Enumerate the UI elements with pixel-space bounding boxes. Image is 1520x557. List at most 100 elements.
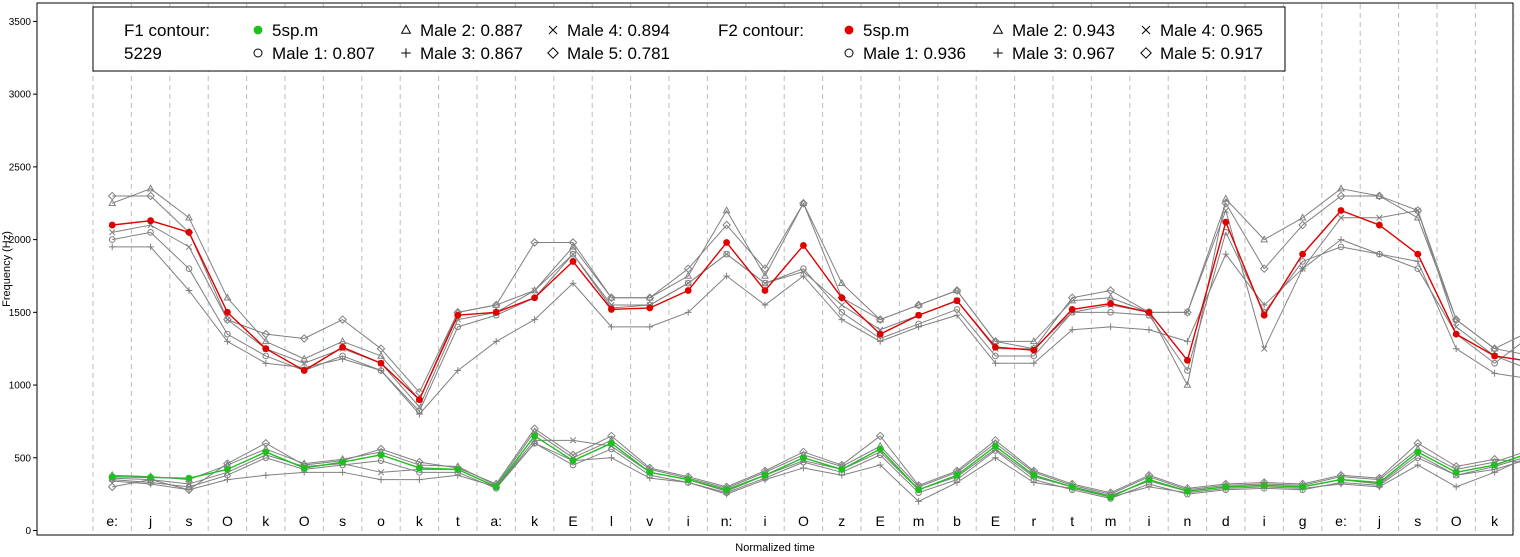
data-point bbox=[876, 461, 884, 469]
data-point bbox=[377, 451, 385, 459]
data-point bbox=[1451, 315, 1461, 324]
data-point bbox=[262, 352, 270, 360]
data-point bbox=[844, 48, 854, 58]
data-point bbox=[837, 278, 846, 286]
data-point bbox=[146, 184, 155, 192]
data-point bbox=[547, 47, 559, 59]
series-line bbox=[112, 442, 1520, 502]
data-point bbox=[1107, 493, 1114, 501]
data-point bbox=[723, 272, 730, 280]
segment-label: O bbox=[798, 513, 809, 529]
segment-label: e: bbox=[1335, 513, 1347, 529]
data-point bbox=[838, 471, 846, 479]
data-point bbox=[1490, 344, 1499, 354]
y-tick-label: 3500 bbox=[9, 17, 32, 28]
data-point bbox=[1376, 250, 1383, 258]
legend-entry-label: Male 4: 0.894 bbox=[567, 21, 670, 40]
data-point bbox=[915, 498, 922, 505]
segment-label: g bbox=[1299, 513, 1307, 529]
series-line bbox=[112, 239, 1520, 415]
data-point bbox=[569, 258, 577, 265]
data-point bbox=[1184, 338, 1191, 345]
data-point bbox=[185, 243, 193, 251]
legend-box bbox=[92, 6, 1286, 72]
legend-entry-label: 5sp.m bbox=[863, 21, 909, 40]
data-point bbox=[223, 315, 232, 324]
data-point bbox=[800, 272, 807, 280]
data-point bbox=[339, 355, 346, 363]
data-point bbox=[377, 367, 385, 374]
data-point bbox=[1375, 191, 1384, 199]
y-tick-label: 2000 bbox=[9, 235, 32, 246]
data-point bbox=[685, 280, 692, 287]
data-point bbox=[683, 264, 693, 274]
segment-label: n: bbox=[721, 513, 733, 529]
segment-label: O bbox=[299, 513, 310, 529]
data-point bbox=[992, 359, 999, 367]
data-point bbox=[223, 293, 232, 301]
data-point bbox=[1030, 346, 1038, 354]
y-axis-title: Frequency (Hz) bbox=[1, 231, 13, 307]
data-point bbox=[1068, 306, 1076, 313]
legend-entry-label: Male 1: 0.807 bbox=[272, 44, 375, 63]
data-point bbox=[1336, 191, 1346, 201]
series-line bbox=[112, 231, 1520, 412]
data-point bbox=[646, 468, 654, 476]
data-point bbox=[339, 468, 346, 476]
data-point bbox=[761, 301, 769, 309]
data-point bbox=[1413, 213, 1422, 221]
data-point bbox=[147, 480, 154, 488]
data-point bbox=[1183, 307, 1192, 317]
segment-label: k bbox=[416, 513, 424, 529]
data-point bbox=[1376, 221, 1383, 229]
data-point bbox=[185, 228, 193, 236]
data-point bbox=[1491, 370, 1498, 377]
data-point bbox=[185, 480, 193, 488]
data-point bbox=[415, 387, 424, 397]
data-point bbox=[185, 213, 193, 221]
legend-f2-title: F2 contour: bbox=[718, 21, 804, 40]
segment-label: z bbox=[838, 513, 845, 529]
data-point bbox=[800, 454, 807, 462]
data-point bbox=[262, 359, 270, 367]
legend-f1-title: F1 contour: bbox=[124, 21, 210, 40]
data-point bbox=[1452, 483, 1460, 491]
data-point bbox=[109, 229, 116, 236]
data-point bbox=[608, 454, 615, 462]
data-point bbox=[107, 191, 117, 201]
series-f2-5sp-m bbox=[108, 207, 1520, 403]
data-point bbox=[1107, 323, 1114, 331]
data-point bbox=[548, 25, 558, 35]
x-axis-title: Normalized time bbox=[735, 542, 814, 554]
data-point bbox=[761, 471, 769, 479]
data-point bbox=[224, 330, 231, 338]
data-point bbox=[993, 48, 1003, 58]
data-point bbox=[761, 280, 769, 287]
y-tick-label: 1500 bbox=[9, 308, 32, 319]
data-point bbox=[1337, 184, 1345, 192]
data-point bbox=[300, 464, 308, 472]
data-point bbox=[608, 439, 615, 447]
data-point bbox=[339, 343, 346, 351]
data-point bbox=[1259, 264, 1269, 274]
data-point bbox=[838, 309, 846, 316]
segment-label: b bbox=[953, 513, 961, 529]
segment-label: m bbox=[1105, 513, 1117, 529]
segment-label: t bbox=[1070, 513, 1074, 529]
series-line bbox=[112, 428, 1520, 494]
data-point bbox=[1299, 483, 1306, 491]
data-point bbox=[992, 24, 1004, 34]
legend-entry-label: Male 1: 0.936 bbox=[863, 44, 966, 63]
data-point bbox=[800, 464, 807, 472]
data-point bbox=[416, 464, 423, 472]
segment-label: t bbox=[456, 513, 460, 529]
data-point bbox=[569, 457, 577, 465]
legend-entry-label: Male 4: 0.965 bbox=[1160, 21, 1263, 40]
data-point bbox=[569, 250, 577, 258]
data-point bbox=[1068, 483, 1076, 491]
series-line bbox=[112, 188, 1520, 401]
data-point bbox=[416, 476, 423, 483]
data-point bbox=[1107, 309, 1114, 316]
segment-label: k bbox=[1491, 513, 1499, 529]
